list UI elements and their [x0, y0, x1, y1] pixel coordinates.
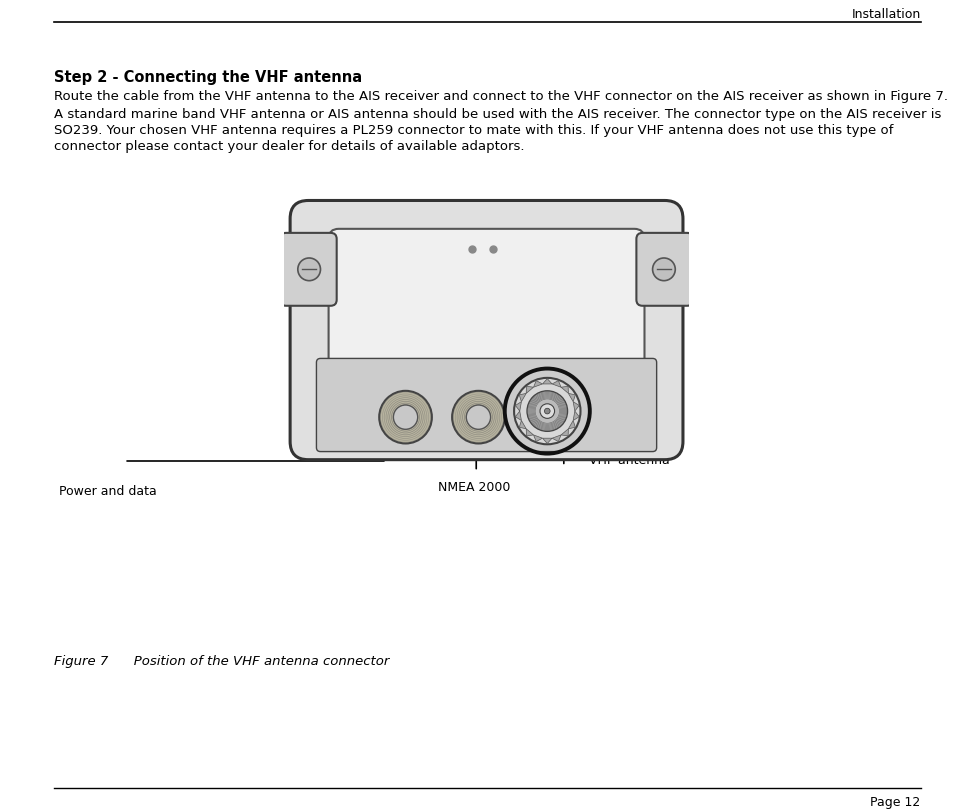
Polygon shape [573, 411, 578, 420]
Polygon shape [526, 386, 533, 394]
Polygon shape [552, 435, 560, 441]
Polygon shape [552, 381, 560, 387]
FancyBboxPatch shape [328, 229, 644, 383]
Polygon shape [542, 438, 552, 444]
Text: Route the cable from the VHF antenna to the AIS receiver and connect to the VHF : Route the cable from the VHF antenna to … [54, 90, 947, 103]
Circle shape [526, 391, 567, 432]
Circle shape [466, 405, 490, 429]
Text: VHF antenna: VHF antenna [588, 454, 669, 467]
Polygon shape [568, 394, 575, 402]
Polygon shape [568, 420, 575, 428]
Polygon shape [533, 381, 542, 387]
Polygon shape [518, 394, 526, 402]
Polygon shape [560, 386, 568, 394]
Circle shape [452, 391, 504, 444]
Polygon shape [515, 402, 521, 411]
Polygon shape [560, 428, 568, 436]
Circle shape [297, 258, 320, 281]
Text: SO239. Your chosen VHF antenna requires a PL259 connector to mate with this. If : SO239. Your chosen VHF antenna requires … [54, 124, 893, 137]
Polygon shape [573, 402, 578, 411]
FancyBboxPatch shape [636, 233, 693, 306]
Circle shape [544, 408, 550, 414]
Text: connector please contact your dealer for details of available adaptors.: connector please contact your dealer for… [54, 140, 524, 153]
Polygon shape [526, 428, 533, 436]
FancyBboxPatch shape [316, 358, 656, 452]
Circle shape [393, 405, 417, 429]
Text: Page 12: Page 12 [869, 796, 920, 809]
Polygon shape [533, 435, 542, 441]
FancyBboxPatch shape [290, 201, 682, 460]
Text: NMEA 2000: NMEA 2000 [437, 481, 510, 494]
Text: A standard marine band VHF antenna or AIS antenna should be used with the AIS re: A standard marine band VHF antenna or AI… [54, 108, 941, 121]
Text: Step 2 - Connecting the VHF antenna: Step 2 - Connecting the VHF antenna [54, 70, 362, 85]
Text: Power and data: Power and data [59, 485, 157, 498]
Text: Installation: Installation [850, 8, 920, 21]
Circle shape [514, 377, 579, 444]
FancyBboxPatch shape [279, 233, 336, 306]
Polygon shape [542, 379, 552, 384]
Circle shape [378, 391, 432, 444]
Polygon shape [515, 411, 521, 420]
Text: Figure 7      Position of the VHF antenna connector: Figure 7 Position of the VHF antenna con… [54, 655, 390, 668]
Circle shape [652, 258, 675, 281]
Circle shape [539, 404, 554, 419]
Polygon shape [518, 420, 526, 428]
